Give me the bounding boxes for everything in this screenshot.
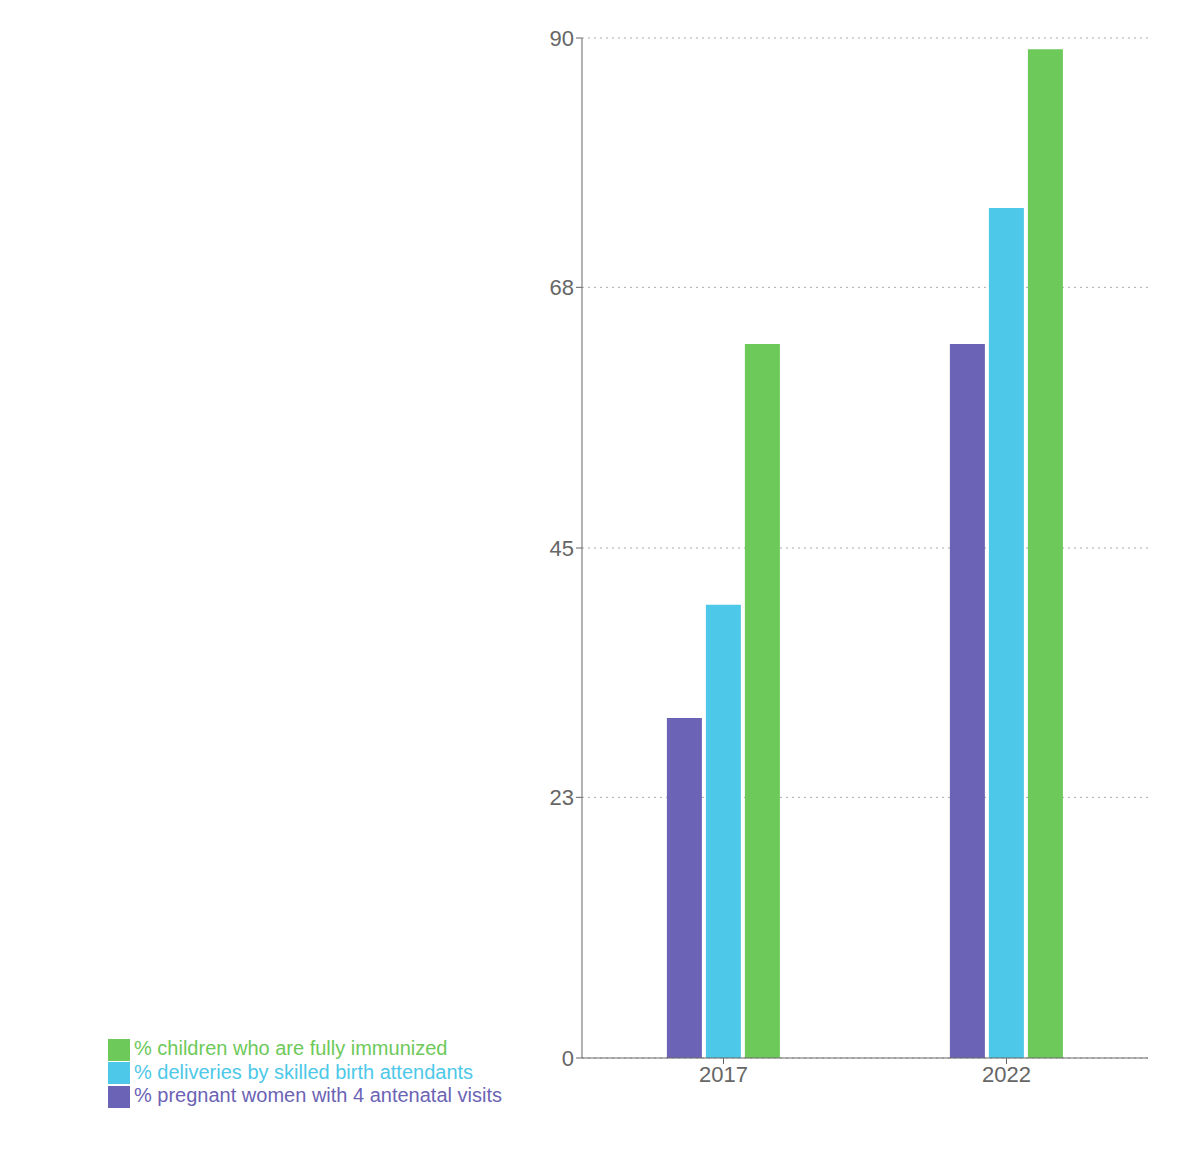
svg-text:2022: 2022 <box>982 1062 1031 1087</box>
svg-text:90: 90 <box>550 26 574 51</box>
svg-text:45: 45 <box>550 536 574 561</box>
html-text:% children who are fully immun: % children who are fully immunized <box>134 1036 448 1059</box>
svg-text:23: 23 <box>550 785 574 810</box>
html-text:% pregnant women with 4 antena: % pregnant women with 4 antenatal visits <box>134 1084 502 1107</box>
svg-text:2017: 2017 <box>699 1062 748 1087</box>
svg-text:68: 68 <box>550 275 574 300</box>
svg-text:0: 0 <box>562 1046 574 1071</box>
html-text:% deliveries by skilled birth: % deliveries by skilled birth attendants <box>134 1060 474 1083</box>
